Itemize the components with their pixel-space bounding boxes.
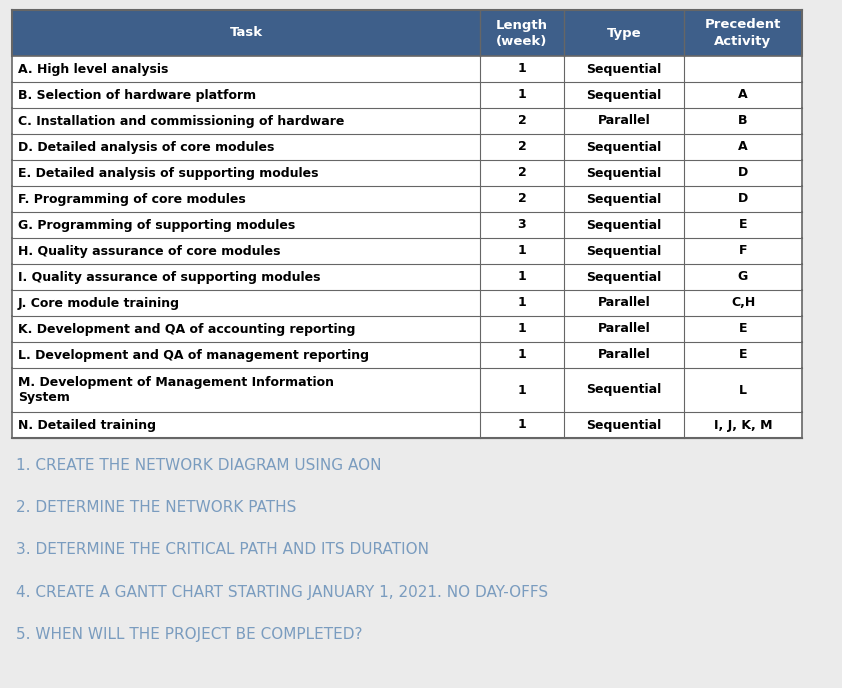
Text: A: A	[738, 140, 748, 153]
Text: D. Detailed analysis of core modules: D. Detailed analysis of core modules	[18, 140, 274, 153]
Bar	[12, 134, 802, 160]
Text: 1: 1	[518, 244, 526, 257]
Bar	[12, 10, 802, 56]
Text: Sequential: Sequential	[586, 270, 662, 283]
Text: E: E	[738, 219, 747, 231]
Bar	[12, 108, 802, 134]
Bar	[12, 316, 802, 342]
Text: 2: 2	[518, 166, 526, 180]
Text: Sequential: Sequential	[586, 140, 662, 153]
Bar	[12, 212, 802, 238]
Text: B. Selection of hardware platform: B. Selection of hardware platform	[18, 89, 256, 102]
Text: Sequential: Sequential	[586, 383, 662, 396]
Text: F. Programming of core modules: F. Programming of core modules	[18, 193, 246, 206]
Text: 1: 1	[518, 270, 526, 283]
Text: 1. CREATE THE NETWORK DIAGRAM USING AON: 1. CREATE THE NETWORK DIAGRAM USING AON	[16, 458, 381, 473]
Text: E: E	[738, 323, 747, 336]
Text: Sequential: Sequential	[586, 219, 662, 231]
Text: 3: 3	[518, 219, 526, 231]
Text: 1: 1	[518, 323, 526, 336]
Text: N. Detailed training: N. Detailed training	[18, 418, 156, 431]
Bar	[12, 412, 802, 438]
Text: 1: 1	[518, 297, 526, 310]
Text: 5. WHEN WILL THE PROJECT BE COMPLETED?: 5. WHEN WILL THE PROJECT BE COMPLETED?	[16, 627, 363, 641]
Text: 1: 1	[518, 418, 526, 431]
Text: D: D	[738, 166, 749, 180]
Bar	[12, 186, 802, 212]
Text: E: E	[738, 349, 747, 361]
Text: 2: 2	[518, 114, 526, 127]
Text: Task: Task	[229, 27, 263, 39]
Text: M. Development of Management Information
System: M. Development of Management Information…	[18, 376, 334, 404]
Bar	[12, 342, 802, 368]
Text: 2: 2	[518, 193, 526, 206]
Text: Parallel: Parallel	[598, 114, 650, 127]
Text: A. High level analysis: A. High level analysis	[18, 63, 168, 76]
Text: Sequential: Sequential	[586, 418, 662, 431]
Bar	[12, 82, 802, 108]
Text: C,H: C,H	[731, 297, 755, 310]
Text: 4. CREATE A GANTT CHART STARTING JANUARY 1, 2021. NO DAY-OFFS: 4. CREATE A GANTT CHART STARTING JANUARY…	[16, 585, 548, 599]
Text: 1: 1	[518, 349, 526, 361]
Text: F: F	[738, 244, 747, 257]
Bar	[12, 264, 802, 290]
Text: G: G	[738, 270, 749, 283]
Text: L: L	[739, 383, 747, 396]
Text: 3. DETERMINE THE CRITICAL PATH AND ITS DURATION: 3. DETERMINE THE CRITICAL PATH AND ITS D…	[16, 543, 429, 557]
Text: Parallel: Parallel	[598, 297, 650, 310]
Text: D: D	[738, 193, 749, 206]
Text: 2. DETERMINE THE NETWORK PATHS: 2. DETERMINE THE NETWORK PATHS	[16, 500, 296, 515]
Text: G. Programming of supporting modules: G. Programming of supporting modules	[18, 219, 296, 231]
Text: Precedent
Activity: Precedent Activity	[705, 19, 781, 47]
Text: Sequential: Sequential	[586, 89, 662, 102]
Text: E. Detailed analysis of supporting modules: E. Detailed analysis of supporting modul…	[18, 166, 318, 180]
Text: Sequential: Sequential	[586, 63, 662, 76]
Text: C. Installation and commissioning of hardware: C. Installation and commissioning of har…	[18, 114, 344, 127]
Bar	[12, 368, 802, 412]
Text: L. Development and QA of management reporting: L. Development and QA of management repo…	[18, 349, 369, 361]
Text: 1: 1	[518, 383, 526, 396]
Text: 1: 1	[518, 63, 526, 76]
Text: Type: Type	[607, 27, 642, 39]
Bar	[12, 238, 802, 264]
Text: I. Quality assurance of supporting modules: I. Quality assurance of supporting modul…	[18, 270, 321, 283]
Text: Sequential: Sequential	[586, 244, 662, 257]
Text: I, J, K, M: I, J, K, M	[714, 418, 772, 431]
Bar	[12, 56, 802, 82]
Text: 2: 2	[518, 140, 526, 153]
Text: 1: 1	[518, 89, 526, 102]
Text: A: A	[738, 89, 748, 102]
Bar	[12, 160, 802, 186]
Text: Parallel: Parallel	[598, 349, 650, 361]
Text: Parallel: Parallel	[598, 323, 650, 336]
Text: J. Core module training: J. Core module training	[18, 297, 180, 310]
Text: B: B	[738, 114, 748, 127]
Text: Length
(week): Length (week)	[496, 19, 548, 47]
Text: Sequential: Sequential	[586, 193, 662, 206]
Text: Sequential: Sequential	[586, 166, 662, 180]
Bar	[12, 290, 802, 316]
Text: H. Quality assurance of core modules: H. Quality assurance of core modules	[18, 244, 280, 257]
Text: K. Development and QA of accounting reporting: K. Development and QA of accounting repo…	[18, 323, 355, 336]
